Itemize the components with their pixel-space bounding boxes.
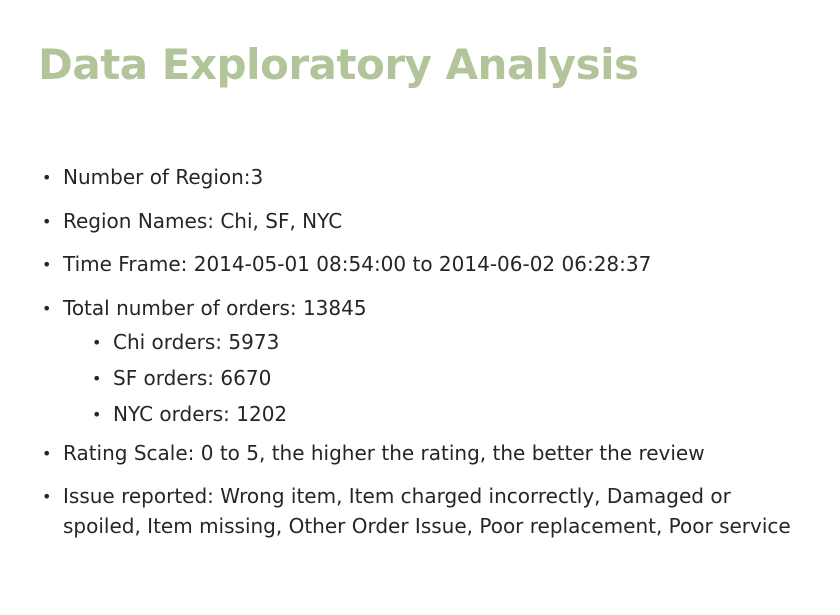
bullet-item-rating-scale: • Rating Scale: 0 to 5, the higher the r…	[40, 439, 800, 468]
sub-bullet-nyc-orders: • NYC orders: 1202	[90, 400, 800, 429]
slide-title: Data Exploratory Analysis	[38, 40, 639, 89]
bullet-dot-icon: •	[42, 298, 52, 318]
bullet-item-total-orders: • Total number of orders: 13845 • Chi or…	[40, 294, 800, 429]
sub-bullet-sf-orders: • SF orders: 6670	[90, 364, 800, 393]
bullet-dot-icon: •	[92, 332, 102, 352]
bullet-dot-icon: •	[92, 404, 102, 424]
bullet-text: Rating Scale: 0 to 5, the higher the rat…	[63, 440, 705, 465]
sub-bullet-text: Chi orders: 5973	[113, 329, 280, 354]
bullet-item-region-count: • Number of Region:3	[40, 163, 800, 192]
bullet-dot-icon: •	[42, 255, 52, 275]
bullet-dot-icon: •	[42, 443, 52, 463]
sub-bullet-list: • Chi orders: 5973 • SF orders: 6670 • N…	[63, 328, 800, 429]
bullet-text: Region Names: Chi, SF, NYC	[63, 208, 343, 233]
bullet-text: Issue reported: Wrong item, Item charged…	[63, 484, 791, 538]
sub-bullet-chi-orders: • Chi orders: 5973	[90, 328, 800, 357]
bullet-item-issues-reported: • Issue reported: Wrong item, Item charg…	[40, 482, 800, 541]
bullet-list: • Number of Region:3 • Region Names: Chi…	[40, 163, 800, 556]
sub-bullet-text: NYC orders: 1202	[113, 401, 288, 426]
sub-bullet-text: SF orders: 6670	[113, 365, 272, 390]
bullet-dot-icon: •	[92, 368, 102, 388]
bullet-item-region-names: • Region Names: Chi, SF, NYC	[40, 207, 800, 236]
bullet-text: Total number of orders: 13845	[63, 295, 367, 320]
bullet-text: Time Frame: 2014-05-01 08:54:00 to 2014-…	[63, 252, 652, 277]
bullet-text: Number of Region:3	[63, 165, 264, 189]
bullet-item-time-frame: • Time Frame: 2014-05-01 08:54:00 to 201…	[40, 250, 800, 279]
bullet-dot-icon: •	[42, 211, 52, 231]
bullet-dot-icon: •	[42, 168, 52, 187]
bullet-dot-icon: •	[42, 487, 52, 507]
